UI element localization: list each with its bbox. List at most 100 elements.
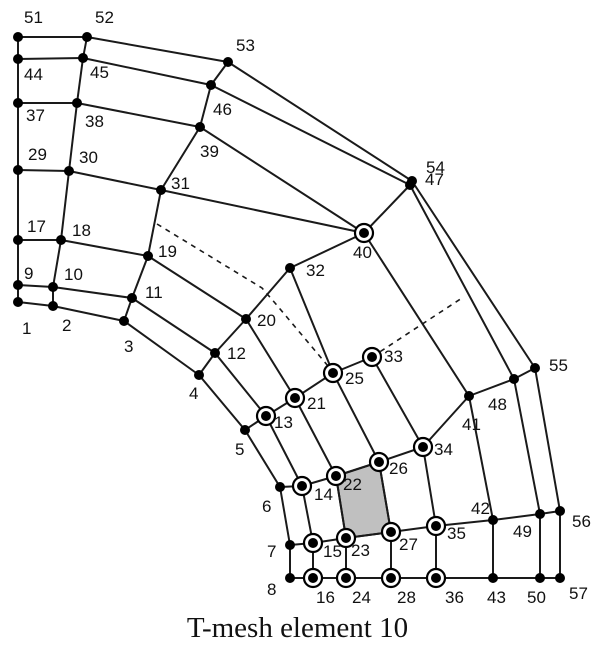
node-label-38: 38 <box>85 112 104 131</box>
node-18 <box>56 235 66 245</box>
node-9 <box>13 280 23 290</box>
node-54 <box>407 176 417 186</box>
node-16 <box>308 573 318 583</box>
mesh-edge-52-53 <box>86 36 229 63</box>
mesh-edge-26-27 <box>378 461 392 533</box>
mesh-edge-25-26 <box>332 372 380 463</box>
node-label-20: 20 <box>257 311 276 330</box>
node-label-9: 9 <box>24 264 33 283</box>
node-label-44: 44 <box>24 65 43 84</box>
mesh-edge-41-48 <box>468 378 515 397</box>
node-4 <box>194 370 204 380</box>
node-label-53: 53 <box>236 36 255 55</box>
figure-caption: T-mesh element 10 <box>186 612 409 644</box>
node-label-47: 47 <box>425 170 444 189</box>
mesh-edge-38-45 <box>76 57 84 104</box>
node-label-52: 52 <box>95 8 114 27</box>
mesh-edge-34-41 <box>422 395 470 448</box>
node-48 <box>509 374 519 384</box>
mesh-edge-12-20 <box>214 318 247 354</box>
mesh-edge-46-47 <box>210 84 411 186</box>
node-40 <box>359 228 369 238</box>
dashed-edges-layer <box>156 223 463 367</box>
mesh-edge-47-48 <box>409 184 515 380</box>
node-29 <box>13 165 23 175</box>
mesh-edge-31-39 <box>160 126 201 191</box>
node-label-43: 43 <box>487 588 506 607</box>
node-14 <box>297 481 307 491</box>
node-label-24: 24 <box>352 588 371 607</box>
mesh-edge-31-40 <box>160 189 365 234</box>
node-21 <box>290 393 300 403</box>
mesh-edge-40-41 <box>363 232 470 397</box>
node-label-37: 37 <box>26 106 45 125</box>
node-label-55: 55 <box>549 356 568 375</box>
mesh-edge-11-19 <box>131 255 149 299</box>
mesh-edge-30-38 <box>68 102 78 172</box>
mesh-edge-22-23 <box>335 475 347 539</box>
node-3 <box>119 316 129 326</box>
node-34 <box>418 442 428 452</box>
node-label-29: 29 <box>28 145 47 164</box>
node-label-25: 25 <box>345 369 364 388</box>
mesh-edge-32-25 <box>289 267 334 374</box>
node-label-45: 45 <box>90 63 109 82</box>
node-42 <box>488 515 498 525</box>
node-44 <box>13 54 23 64</box>
node-49 <box>535 509 545 519</box>
node-label-19: 19 <box>158 242 177 261</box>
node-label-46: 46 <box>213 100 232 119</box>
mesh-edge-53-54 <box>227 61 413 182</box>
mesh-edge-54-55 <box>411 180 536 369</box>
node-label-42: 42 <box>471 499 490 518</box>
mesh-edge-39-40 <box>199 126 365 234</box>
node-37 <box>13 98 23 108</box>
node-51 <box>13 32 23 42</box>
mesh-edge-9-10 <box>17 284 54 288</box>
mesh-edge-21-22 <box>294 397 337 477</box>
node-label-32: 32 <box>306 261 325 280</box>
node-10 <box>48 282 58 292</box>
node-31 <box>156 185 166 195</box>
node-45 <box>78 53 88 63</box>
node-label-49: 49 <box>513 522 532 541</box>
mesh-edge-11-12 <box>131 297 216 354</box>
node-label-27: 27 <box>399 535 418 554</box>
mesh-edge-2-3 <box>52 305 125 322</box>
mesh-edge-4-5 <box>198 374 246 431</box>
node-24 <box>341 573 351 583</box>
mesh-edge-34-35 <box>422 446 437 527</box>
node-41 <box>464 391 474 401</box>
node-30 <box>64 166 74 176</box>
node-5 <box>240 425 250 435</box>
node-label-11: 11 <box>145 283 163 302</box>
mesh-edge-42-49 <box>492 513 541 521</box>
mesh-edge-39-46 <box>199 84 212 128</box>
node-20 <box>241 314 251 324</box>
node-8 <box>285 573 295 583</box>
node-57 <box>555 573 565 583</box>
mesh-edge-45-46 <box>82 57 212 86</box>
node-25 <box>328 368 338 378</box>
mesh-edge-3-4 <box>123 320 200 376</box>
node-label-12: 12 <box>227 344 246 363</box>
node-label-22: 22 <box>343 475 362 494</box>
node-label-23: 23 <box>351 541 370 560</box>
node-label-50: 50 <box>527 588 546 607</box>
node-label-30: 30 <box>79 148 98 167</box>
mesh-edge-32-40 <box>289 232 365 269</box>
node-label-8: 8 <box>267 580 276 599</box>
node-38 <box>72 98 82 108</box>
mesh-edge-12-13 <box>214 352 267 417</box>
node-label-14: 14 <box>314 485 333 504</box>
node-label-10: 10 <box>64 265 83 284</box>
node-label-15: 15 <box>323 542 342 561</box>
node-27 <box>386 527 396 537</box>
node-19 <box>143 251 153 261</box>
mesh-edge-29-30 <box>17 169 70 172</box>
node-label-33: 33 <box>384 347 403 366</box>
mesh-edge-38-39 <box>76 102 201 128</box>
node-label-51: 51 <box>24 8 43 27</box>
